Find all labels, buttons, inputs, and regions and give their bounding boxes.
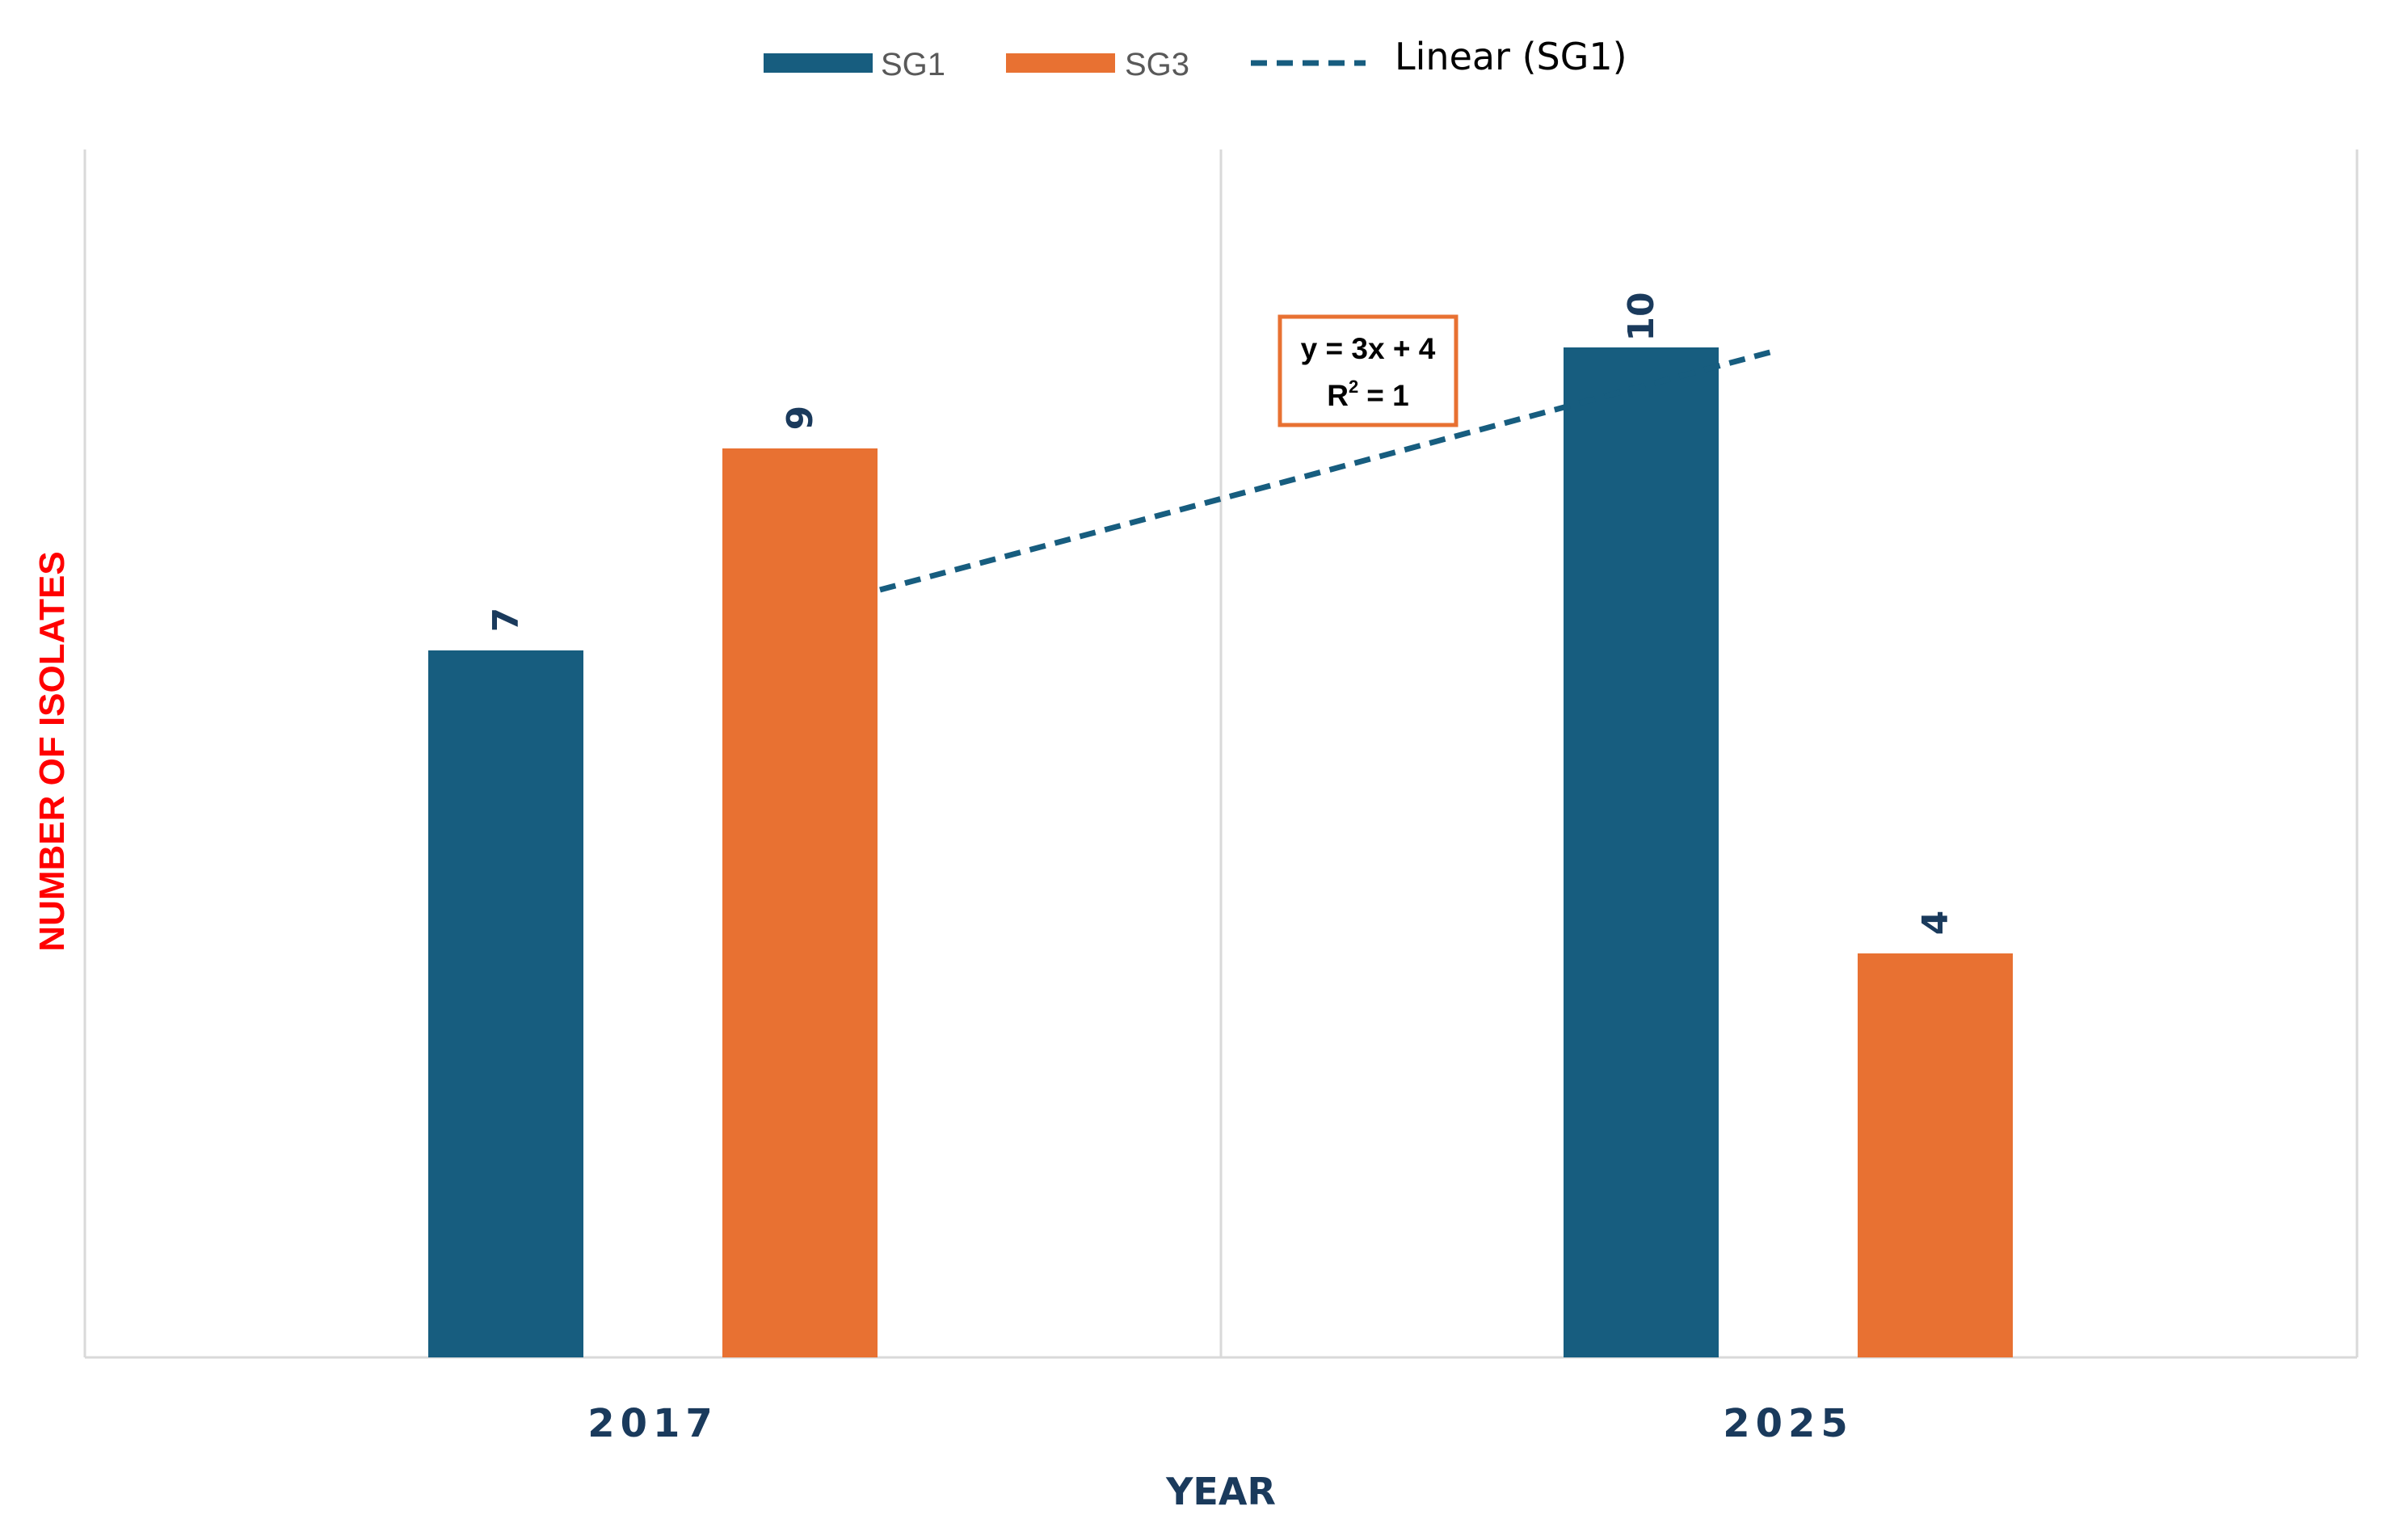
data-label-sg3-2025: 4: [1915, 911, 1956, 936]
legend-label-trendline: Linear (SG1): [1395, 35, 1627, 78]
legend-label-sg3: SG3: [1125, 47, 1189, 82]
equation-box-border: [1277, 314, 1458, 427]
bar-sg3-2017: [722, 448, 878, 1357]
r-squared-base: R: [1327, 379, 1349, 412]
legend-label-sg1: SG1: [881, 47, 945, 82]
r-squared-exponent: 2: [1349, 377, 1358, 397]
trendline-equation-box: y = 3x + 4 R2 = 1: [1277, 314, 1458, 427]
bar-sg1-2025: [1564, 347, 1719, 1357]
data-label-sg1-2017: 7: [486, 608, 527, 633]
x-axis-title: YEAR: [1165, 1470, 1276, 1513]
trendline-equation: y = 3x + 4: [1301, 332, 1436, 365]
legend-swatch-sg3: [1006, 53, 1115, 73]
bar-sg1-2017: [428, 650, 583, 1357]
trendline-r-squared: R2 = 1: [1327, 377, 1408, 412]
data-label-sg3-2017: 9: [780, 406, 821, 431]
x-tick-label-2025: 2025: [1723, 1401, 1854, 1446]
legend-swatch-sg1: [764, 53, 873, 73]
plot-area: [83, 149, 2359, 1359]
bar-sg3-2025: [1858, 953, 2013, 1357]
x-tick-label-2017: 2017: [587, 1401, 718, 1446]
data-label-sg1-2025: 10: [1621, 292, 1662, 341]
legend: SG1 SG3 Linear (SG1): [764, 35, 1627, 82]
y-axis-title: NUMBER OF ISOLATES: [32, 551, 72, 951]
r-squared-value: = 1: [1366, 379, 1408, 412]
